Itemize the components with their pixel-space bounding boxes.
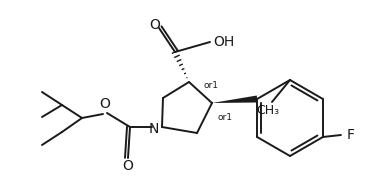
Text: or1: or1: [204, 81, 219, 89]
Text: or1: or1: [217, 113, 232, 121]
Text: O: O: [122, 159, 134, 173]
Text: N: N: [149, 122, 159, 136]
Polygon shape: [212, 95, 257, 103]
Text: CH₃: CH₃: [256, 104, 280, 117]
Text: F: F: [347, 128, 355, 142]
Text: O: O: [150, 18, 160, 32]
Text: OH: OH: [214, 35, 235, 49]
Text: O: O: [100, 97, 110, 111]
